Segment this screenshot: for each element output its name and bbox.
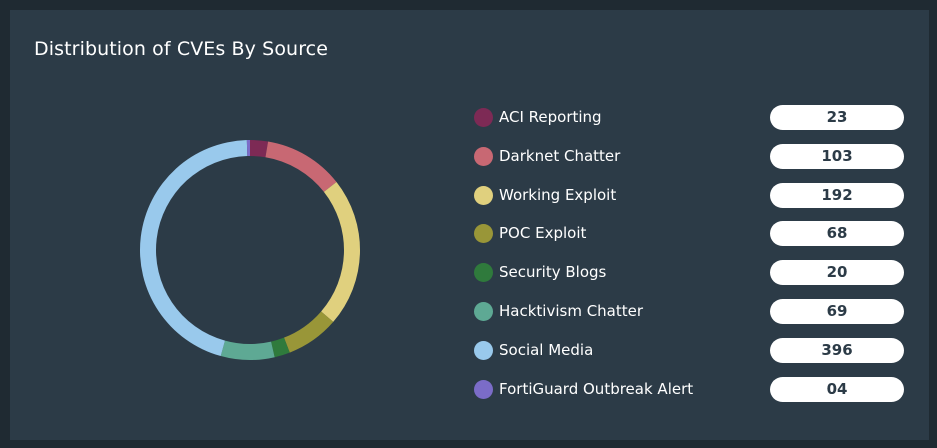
legend-swatch	[474, 185, 493, 205]
legend-label: Security Blogs	[499, 263, 607, 282]
legend-value-badge: 04	[770, 376, 904, 402]
legend-item-poc-exploit[interactable]: POC Exploit 68	[474, 220, 906, 259]
donut-slice-poc-exploit[interactable]	[283, 311, 334, 353]
donut-slice-fortiguard-outbreak-alert[interactable]	[246, 140, 250, 157]
legend-item-aci-reporting[interactable]: ACI Reporting 23	[474, 104, 906, 143]
chart-legend: ACI Reporting 23 Darknet Chatter 103 Working…	[474, 104, 906, 414]
legend-item-hacktivism-chatter[interactable]: Hacktivism Chatter 69	[474, 298, 906, 337]
donut-slice-social-media[interactable]	[139, 140, 248, 357]
legend-value-badge: 192	[770, 182, 904, 208]
legend-label: POC Exploit	[499, 224, 587, 243]
legend-label: Social Media	[499, 340, 594, 359]
legend-value-badge: 68	[770, 221, 904, 247]
donut-slice-security-blogs[interactable]	[271, 337, 290, 358]
legend-swatch	[474, 224, 493, 244]
donut-slice-hacktivism-chatter[interactable]	[220, 340, 275, 360]
legend-item-darknet-chatter[interactable]: Darknet Chatter 103	[474, 143, 906, 182]
legend-item-social-media[interactable]: Social Media 396	[474, 337, 906, 376]
donut-slice-aci-reporting[interactable]	[250, 140, 269, 158]
legend-label: Hacktivism Chatter	[499, 301, 644, 320]
chart-title: Distribution of CVEs By Source	[34, 38, 329, 60]
legend-swatch	[474, 340, 493, 360]
legend-label: Darknet Chatter	[499, 146, 621, 165]
donut-slice-darknet-chatter[interactable]	[265, 141, 337, 192]
legend-swatch	[474, 379, 493, 399]
legend-item-security-blogs[interactable]: Security Blogs 20	[474, 259, 906, 298]
legend-item-working-exploit[interactable]: Working Exploit 192	[474, 182, 906, 221]
legend-label: Working Exploit	[499, 185, 617, 204]
legend-label: FortiGuard Outbreak Alert	[499, 379, 694, 398]
legend-swatch	[474, 146, 493, 166]
legend-swatch	[474, 108, 493, 127]
donut-chart	[139, 140, 360, 360]
legend-value-badge: 69	[770, 298, 904, 324]
legend-value-badge: 396	[770, 337, 904, 363]
legend-value-badge: 23	[770, 105, 904, 130]
cve-distribution-card: Distribution of CVEs By Source ACI Repor…	[10, 10, 929, 440]
legend-item-fortiguard-outbreak-alert[interactable]: FortiGuard Outbreak Alert 04	[474, 376, 906, 415]
legend-value-badge: 20	[770, 260, 904, 286]
donut-slice-working-exploit[interactable]	[321, 182, 360, 322]
legend-label: ACI Reporting	[499, 108, 602, 126]
legend-swatch	[474, 263, 493, 283]
legend-value-badge: 103	[770, 143, 904, 169]
legend-swatch	[474, 301, 493, 321]
